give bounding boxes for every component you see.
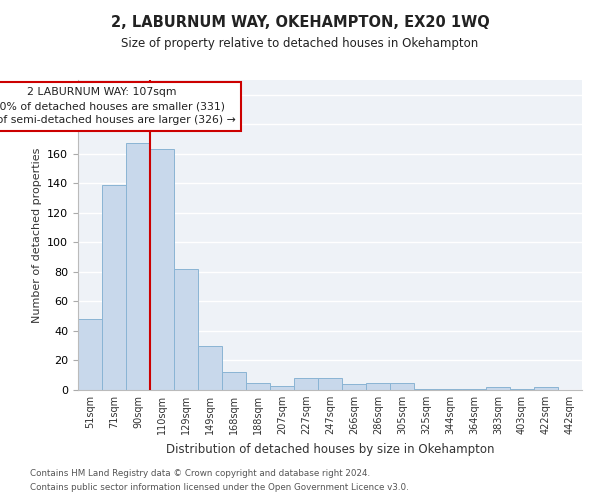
Bar: [438, 388, 462, 390]
Bar: [390, 382, 414, 390]
Bar: [270, 386, 294, 390]
Bar: [78, 319, 102, 390]
Bar: [222, 372, 246, 390]
Bar: [126, 144, 150, 390]
Text: Size of property relative to detached houses in Okehampton: Size of property relative to detached ho…: [121, 38, 479, 51]
Text: Contains HM Land Registry data © Crown copyright and database right 2024.: Contains HM Land Registry data © Crown c…: [30, 468, 370, 477]
Bar: [366, 382, 390, 390]
Bar: [318, 378, 342, 390]
Bar: [102, 185, 126, 390]
Bar: [294, 378, 318, 390]
Bar: [414, 388, 438, 390]
Bar: [342, 384, 366, 390]
Text: 2 LABURNUM WAY: 107sqm
← 50% of detached houses are smaller (331)
49% of semi-de: 2 LABURNUM WAY: 107sqm ← 50% of detached…: [0, 88, 235, 126]
Text: Contains public sector information licensed under the Open Government Licence v3: Contains public sector information licen…: [30, 484, 409, 492]
Bar: [174, 269, 198, 390]
Bar: [462, 388, 486, 390]
Bar: [486, 387, 510, 390]
Y-axis label: Number of detached properties: Number of detached properties: [32, 148, 41, 322]
Bar: [510, 388, 534, 390]
Bar: [534, 387, 558, 390]
Bar: [246, 382, 270, 390]
Text: 2, LABURNUM WAY, OKEHAMPTON, EX20 1WQ: 2, LABURNUM WAY, OKEHAMPTON, EX20 1WQ: [110, 15, 490, 30]
X-axis label: Distribution of detached houses by size in Okehampton: Distribution of detached houses by size …: [166, 442, 494, 456]
Bar: [198, 346, 222, 390]
Bar: [150, 150, 174, 390]
